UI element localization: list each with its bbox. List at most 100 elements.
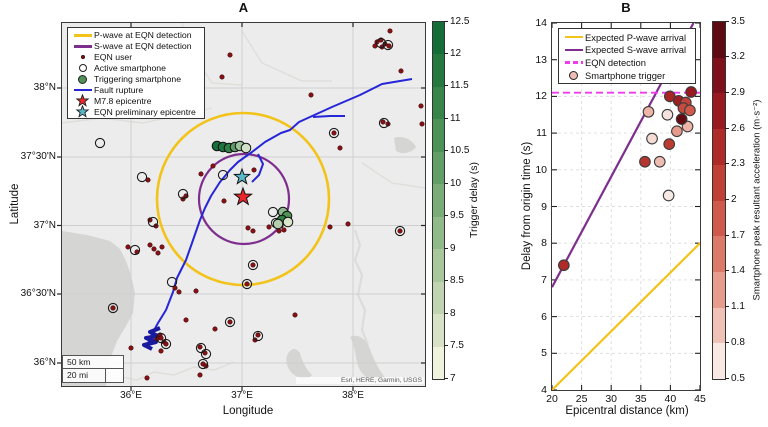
eqn-user-dot	[387, 28, 393, 34]
fault-rupture-line	[251, 153, 264, 183]
active-smartphone-ring	[267, 206, 279, 218]
eqn-user-dot	[125, 244, 131, 250]
eqn-user-dot	[158, 335, 164, 341]
eqn-user-dot	[266, 224, 272, 230]
eqn-user-dot	[144, 375, 150, 381]
eqn-user-dot	[281, 227, 287, 233]
colorbar-tick	[725, 341, 729, 343]
legend-row: S-wave at EQN detection	[71, 41, 204, 52]
lake-shape	[394, 137, 416, 154]
river-line	[353, 229, 370, 346]
colorbar-band	[713, 93, 725, 130]
active-smartphone-ring	[147, 216, 159, 228]
legend-row: EQN user	[71, 52, 204, 63]
colorbar-tick	[725, 377, 729, 379]
legend-row: EQN preliminary epicentre	[71, 105, 204, 118]
eqn-user-dot	[210, 163, 216, 169]
legend-label: Smartphone trigger	[585, 69, 666, 81]
smartphone-trigger-point	[663, 138, 676, 150]
legend-row: Expected P-wave arrival	[562, 31, 695, 44]
smartphone-trigger-point	[646, 132, 658, 145]
colorbar-tick-label: 10.5	[450, 145, 470, 157]
colorbar-tick	[444, 20, 448, 22]
eqn-user-dot	[251, 167, 257, 173]
panel-a-title: A	[238, 0, 249, 15]
smartphone-trigger-point	[661, 108, 674, 121]
map-y-tick-label: 37°30'N	[20, 151, 56, 162]
triggering-smartphone-marker	[240, 142, 252, 154]
legend-row: Smartphone trigger	[562, 69, 695, 82]
colorbar-band	[433, 249, 444, 282]
m78-epicentre-star	[232, 186, 254, 206]
scatter-y-tick-label: 6	[541, 310, 547, 323]
scatter-x-tick-label: 40	[664, 393, 677, 405]
eqn-user-dot	[212, 326, 218, 332]
legend-row: Fault rupture	[71, 84, 204, 95]
active-smartphone-ring	[382, 39, 394, 51]
map-y-tick-label: 37°N	[33, 219, 56, 231]
map-ylabel: Latitude	[9, 183, 21, 225]
colorbar-tick	[725, 234, 729, 236]
eqn-user-dot	[250, 228, 256, 234]
eqn-user-dot	[158, 348, 164, 354]
legend-label: P-wave at EQN detection	[94, 30, 192, 41]
active-smartphone-ring	[197, 358, 209, 370]
colorbar-tick-label: 3.5	[731, 15, 745, 27]
road-line	[361, 162, 426, 189]
eqn-user-dot	[151, 246, 157, 252]
sea-region	[62, 231, 135, 386]
colorbar-band	[713, 57, 725, 94]
colorbar-tick	[444, 52, 448, 54]
fault-rupture-line	[147, 78, 413, 344]
map-legend: P-wave at EQN detection S-wave at EQN det…	[67, 27, 205, 120]
eqn-user-dot	[250, 262, 256, 268]
triggering-smartphone-marker	[282, 216, 294, 228]
eqn-user-dot	[386, 43, 392, 49]
legend-label: Fault rupture	[94, 84, 144, 95]
colorbar-tick-label: 11	[450, 112, 461, 124]
map-y-tick-label: 38°N	[33, 82, 56, 93]
active-smartphone-ring	[166, 276, 178, 288]
colorbar-tick	[444, 377, 448, 379]
colorbar-tick-label: 2.9	[731, 86, 745, 98]
fault-rupture-dense	[142, 326, 161, 351]
map-scalebar: 50 km 20 mi	[62, 355, 124, 383]
colorbar-band	[433, 184, 444, 217]
marker-circle-icon	[71, 74, 94, 84]
map-x-tick-label: 36°E	[120, 390, 142, 401]
colorbar-band	[433, 151, 444, 185]
eqn-user-dot	[397, 228, 403, 234]
legend-label: Expected S-wave arrival	[585, 44, 687, 56]
triggering-smartphone-marker	[272, 218, 284, 230]
scatter-y-tick-label: 8	[541, 237, 547, 250]
legend-label: EQN detection	[585, 56, 646, 68]
active-smartphone-ring	[328, 127, 340, 139]
smartphone-trigger-point	[685, 86, 697, 98]
legend-line-swatch	[71, 34, 94, 37]
smartphone-trigger-point	[557, 259, 570, 272]
colorbar-tick-label: 11.5	[450, 80, 469, 92]
colorbar-band	[713, 22, 725, 58]
legend-row: M7.8 epicentre	[71, 94, 204, 108]
active-smartphone-ring	[247, 259, 259, 271]
active-smartphone-ring	[375, 37, 387, 49]
colorbar-band	[713, 236, 725, 272]
active-smartphone-ring	[394, 225, 406, 237]
scatter-y-tick-label: 13	[535, 53, 547, 66]
eqn-user-dot	[327, 224, 333, 230]
map-y-tick-label: 36°30'N	[20, 288, 56, 299]
acceleration-colorbar	[712, 21, 726, 380]
scatter-y-tick-label: 5	[541, 347, 547, 360]
active-smartphone-ring	[136, 171, 148, 183]
scatter-xlabel: Epicentral distance (km)	[565, 405, 689, 417]
scalebar-km: 50 km	[62, 355, 124, 369]
colorbar-band	[433, 22, 444, 55]
colorbar-tick	[444, 85, 448, 87]
colorbar-tick	[444, 215, 448, 217]
colorbar-tick-label: 7.5	[450, 340, 464, 352]
legend-row: P-wave at EQN detection	[71, 30, 204, 41]
lake-shape	[286, 348, 312, 379]
star-icon	[71, 105, 94, 118]
active-smartphone-ring	[129, 244, 141, 256]
